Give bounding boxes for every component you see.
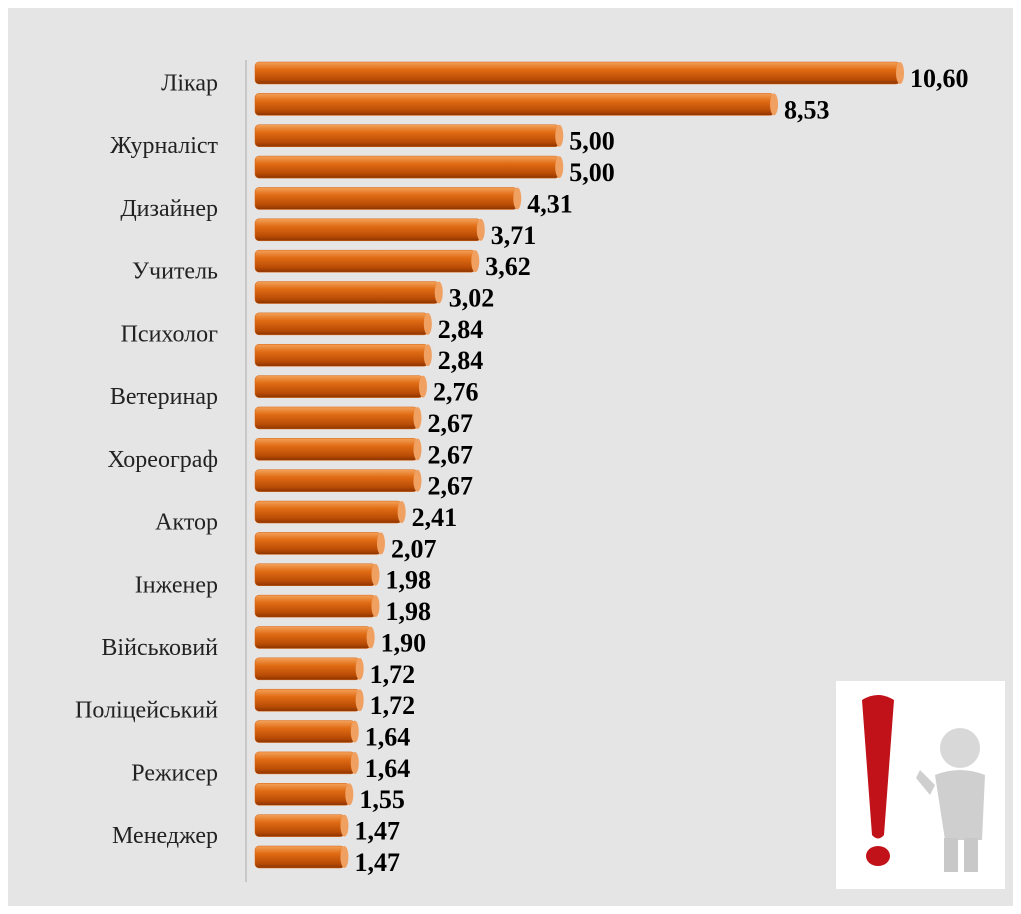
bar [254, 751, 356, 775]
value-label: 10,60 [910, 64, 969, 93]
bar-cap [371, 563, 380, 586]
bar-cap [513, 187, 522, 210]
illustration [836, 681, 1005, 889]
bar-cap [397, 501, 406, 524]
bar [254, 469, 418, 492]
bar-cap [423, 312, 432, 335]
bar [254, 343, 429, 367]
value-label: 1,64 [365, 723, 411, 752]
bar [254, 688, 360, 712]
bar-cap [350, 720, 359, 743]
value-label: 2,76 [433, 378, 479, 407]
bar [254, 218, 481, 242]
category-label: Хореограф [107, 447, 218, 473]
bar-cap [471, 250, 480, 273]
bar [254, 563, 376, 587]
bar-cap [434, 281, 443, 304]
bar-cap [340, 814, 349, 837]
bar [254, 249, 476, 273]
category-label: Військовий [101, 635, 218, 661]
bar [254, 312, 429, 336]
bar-cap [355, 657, 364, 680]
bar [254, 406, 418, 430]
bar-cap [345, 783, 354, 806]
bar [254, 594, 376, 618]
value-label: 1,47 [354, 817, 400, 846]
bar-cap [555, 124, 564, 147]
bar-cap [366, 626, 375, 649]
value-label: 1,72 [370, 691, 416, 720]
category-label: Режисер [131, 760, 218, 786]
bar-cap [476, 218, 485, 241]
bar [254, 93, 775, 116]
bar [254, 783, 350, 806]
bar [254, 187, 518, 210]
bar [254, 532, 382, 555]
bar-cap [413, 469, 422, 492]
bar-cap [413, 406, 422, 429]
bar-cap [555, 156, 564, 179]
category-label: Учитель [132, 259, 218, 285]
bar [254, 814, 345, 837]
bar-cap [371, 595, 380, 618]
value-label: 2,84 [438, 346, 484, 375]
value-label: 2,67 [427, 472, 473, 501]
value-label: 3,71 [491, 221, 537, 250]
category-label: Лікар [161, 71, 218, 97]
bar [254, 281, 440, 304]
bar-cap [413, 438, 422, 461]
value-label: 1,64 [365, 754, 411, 783]
value-label: 5,00 [569, 127, 615, 156]
value-label: 1,98 [385, 597, 431, 626]
category-label: Актор [155, 510, 218, 536]
category-label: Журналіст [110, 133, 218, 159]
bar-cap [770, 93, 779, 116]
bar-cap [355, 689, 364, 712]
value-label: 2,67 [427, 440, 473, 469]
category-label: Менеджер [112, 823, 218, 849]
bar-cap [896, 62, 904, 84]
bar [254, 626, 371, 649]
category-label: Психолог [121, 321, 219, 347]
value-label: 1,55 [359, 785, 405, 814]
category-label: Поліцейський [75, 698, 218, 724]
value-label: 2,84 [438, 315, 484, 344]
bar-cap [340, 846, 349, 868]
value-label: 8,53 [784, 95, 830, 124]
bar [254, 438, 418, 461]
value-label: 3,02 [449, 283, 495, 312]
bar [254, 845, 345, 869]
bar [254, 155, 560, 179]
value-label: 1,90 [381, 628, 427, 657]
bar [254, 500, 402, 524]
value-label: 1,72 [370, 660, 416, 689]
category-label: Дизайнер [120, 196, 218, 222]
bar [254, 61, 901, 85]
value-label: 2,41 [412, 503, 458, 532]
value-label: 4,31 [527, 189, 573, 218]
bar [254, 124, 560, 147]
category-label: Ветеринар [110, 384, 218, 410]
value-label: 5,00 [569, 158, 615, 187]
bar [254, 720, 356, 743]
value-label: 2,07 [391, 534, 437, 563]
value-label: 1,47 [354, 848, 400, 877]
bar-cap [423, 344, 432, 367]
bar-cap [350, 751, 359, 774]
bar [254, 657, 360, 681]
category-label: Інженер [135, 572, 218, 598]
value-label: 3,62 [485, 252, 530, 281]
bar-cap [376, 532, 385, 555]
value-label: 2,67 [427, 409, 473, 438]
bar [254, 375, 424, 398]
value-label: 1,98 [385, 566, 431, 595]
bar-cap [418, 375, 427, 398]
